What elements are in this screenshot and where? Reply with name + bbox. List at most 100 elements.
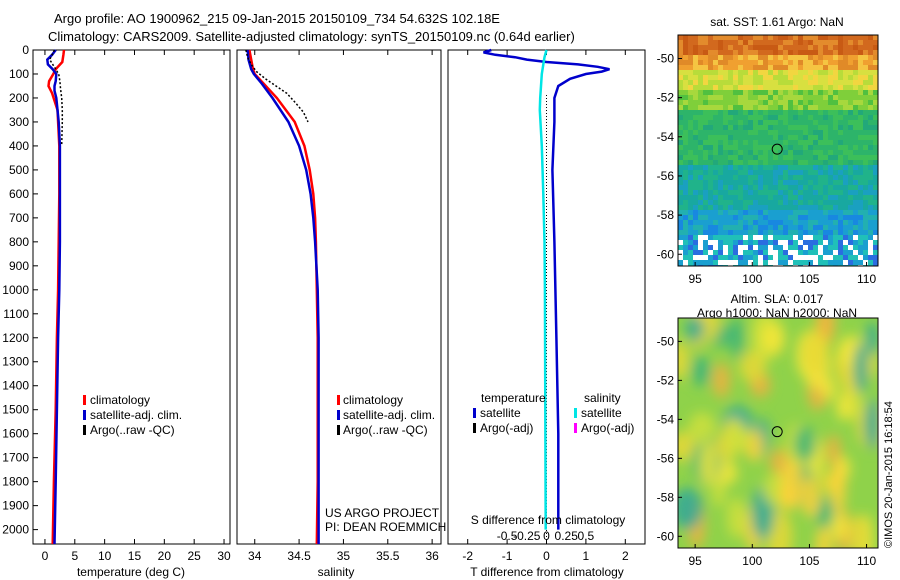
salinity-legend-satellite: satellite-adj. clim.	[343, 408, 435, 422]
x-tick-label: -1	[502, 549, 513, 563]
depth-tick-label: 1900	[2, 499, 29, 513]
depth-tick-label: 900	[9, 259, 29, 273]
sst-map: sat. SST: 1.61 Argo: NaN 95 100 105 110 -50…	[657, 15, 879, 286]
x-tick-label: 36	[425, 549, 439, 563]
sst-argo-location-marker	[771, 143, 783, 155]
x-tick-label: 34.5	[287, 549, 311, 563]
map-x-tick-label: 110	[857, 554, 876, 568]
legend-salinity-title: salinity	[584, 391, 621, 405]
map-y-tick-label: -50	[657, 51, 675, 65]
depth-tick-label: 0	[22, 43, 29, 57]
depth-tick-label: 1800	[2, 475, 29, 489]
depth-tick-label: 300	[9, 115, 29, 129]
legend-salinity-satellite: satellite	[581, 406, 622, 420]
temperature-xlabel: temperature (deg C)	[77, 565, 185, 579]
x-tick-label: 0	[42, 549, 49, 563]
salinity-xlabel: salinity	[318, 565, 355, 579]
x-tick-label: 20	[158, 549, 172, 563]
x-tick-label: -0.25	[513, 529, 541, 543]
map-y-tick-label: -54	[657, 412, 675, 426]
series-line-argo-raw-qc-	[48, 49, 64, 146]
map-y-tick-label: -52	[657, 373, 675, 387]
sla-map: Altim. SLA: 0.017 Argo h1000: NaN h2000:…	[657, 292, 879, 568]
x-tick-label: 2	[622, 549, 629, 563]
x-tick-label: 34	[248, 549, 262, 563]
depth-tick-label: 800	[9, 235, 29, 249]
sst-map-title: sat. SST: 1.61 Argo: NaN	[710, 15, 843, 29]
map-x-tick-label: 100	[742, 272, 762, 286]
map-y-tick-label: -60	[657, 247, 675, 261]
depth-tick-label: 1300	[2, 355, 29, 369]
map-y-tick-label: -56	[657, 451, 675, 465]
depth-tick-label: 1500	[2, 403, 29, 417]
timestamp-stamp: ©IMOS 20-Jan-2015 16:18:54	[883, 401, 895, 548]
depth-tick-label: 100	[9, 67, 29, 81]
depth-tick-label: 1400	[2, 379, 29, 393]
temperature-legend-climatology: climatology	[90, 393, 150, 407]
temperature-panel: 0100200300400500600700800900100011001200…	[2, 43, 452, 579]
depth-tick-label: 1100	[3, 307, 29, 321]
series-line-satellite	[483, 48, 610, 530]
x-tick-label: 0.5	[578, 529, 595, 543]
map-y-tick-label: -56	[657, 169, 675, 183]
salinity-panel: 34 34.5 35 35.5 36 salinity climatology sate…	[236, 49, 446, 579]
x-tick-label: 35.5	[376, 549, 400, 563]
legend-temperature-satellite: satellite	[480, 406, 521, 420]
legend-temperature-title: temperature	[481, 391, 546, 405]
temperature-legend-satellite: satellite-adj. clim.	[90, 408, 182, 422]
temperature-legend: climatology satellite-adj. clim. Argo(..…	[83, 393, 182, 437]
sla-map-title: Altim. SLA: 0.017	[731, 292, 824, 306]
map-x-tick-label: 105	[799, 554, 819, 568]
map-y-tick-label: -54	[657, 130, 675, 144]
map-y-tick-label: -58	[657, 208, 675, 222]
x-tick-label: 0.25	[555, 529, 579, 543]
credit-line2: PI: DEAN ROEMMICH	[325, 520, 446, 534]
series-line-argo-raw-qc-	[245, 49, 309, 123]
depth-tick-label: 1600	[2, 427, 29, 441]
temperature-plot-area	[32, 49, 231, 545]
map-y-tick-label: -60	[657, 529, 675, 543]
depth-tick-label: 400	[9, 139, 29, 153]
x-tick-label: 1	[583, 549, 590, 563]
difference-legend: temperature satellite Argo(-adj) salinit…	[473, 391, 634, 435]
series-line-salinity-satellite	[538, 49, 548, 530]
t-difference-label: T difference from climatology	[470, 565, 624, 579]
depth-tick-label: 1200	[2, 331, 29, 345]
depth-tick-label: 2000	[2, 523, 29, 537]
temperature-legend-argo: Argo(..raw -QC)	[90, 423, 175, 437]
figure-title-line2: Climatology: CARS2009. Satellite-adjuste…	[48, 29, 575, 44]
salinity-legend-argo: Argo(..raw -QC)	[343, 423, 428, 437]
figure-title-line1: Argo profile: AO 1900962_215 09-Jan-2015…	[54, 11, 500, 26]
x-tick-label: 15	[128, 549, 142, 563]
map-x-tick-label: 100	[742, 554, 762, 568]
x-tick-label: 35	[337, 549, 351, 563]
map-y-tick-label: -52	[657, 91, 675, 105]
x-tick-label: -2	[462, 549, 473, 563]
salinity-legend-climatology: climatology	[343, 393, 403, 407]
x-tick-label: 10	[98, 549, 112, 563]
depth-tick-label: 700	[9, 211, 29, 225]
series-line-satellite-adj-clim-	[45, 49, 62, 545]
depth-tick-label: 500	[9, 163, 29, 177]
legend-temperature-argo: Argo(-adj)	[480, 421, 533, 435]
salinity-plot-area	[236, 49, 442, 545]
s-difference-label: S difference from climatology	[471, 513, 626, 527]
depth-tick-label: 600	[9, 187, 29, 201]
map-y-tick-label: -58	[657, 490, 675, 504]
salinity-legend: climatology satellite-adj. clim. Argo(..…	[337, 393, 435, 437]
depth-tick-label: 1700	[2, 451, 29, 465]
x-tick-label: 5	[71, 549, 78, 563]
map-x-tick-label: 95	[688, 272, 702, 286]
x-tick-label: -0.5	[497, 529, 518, 543]
x-tick-label: 30	[217, 549, 231, 563]
series-line-satellite-adj-clim-	[246, 49, 320, 544]
map-x-tick-label: 110	[857, 272, 876, 286]
map-x-tick-label: 105	[799, 272, 819, 286]
sla-map-subtitle: Argo h1000: NaN h2000: NaN	[697, 306, 857, 320]
map-x-tick-label: 95	[688, 554, 702, 568]
x-tick-label: 0	[543, 549, 550, 563]
map-y-tick-label: -50	[657, 334, 675, 348]
sla-argo-location-marker	[771, 426, 783, 438]
